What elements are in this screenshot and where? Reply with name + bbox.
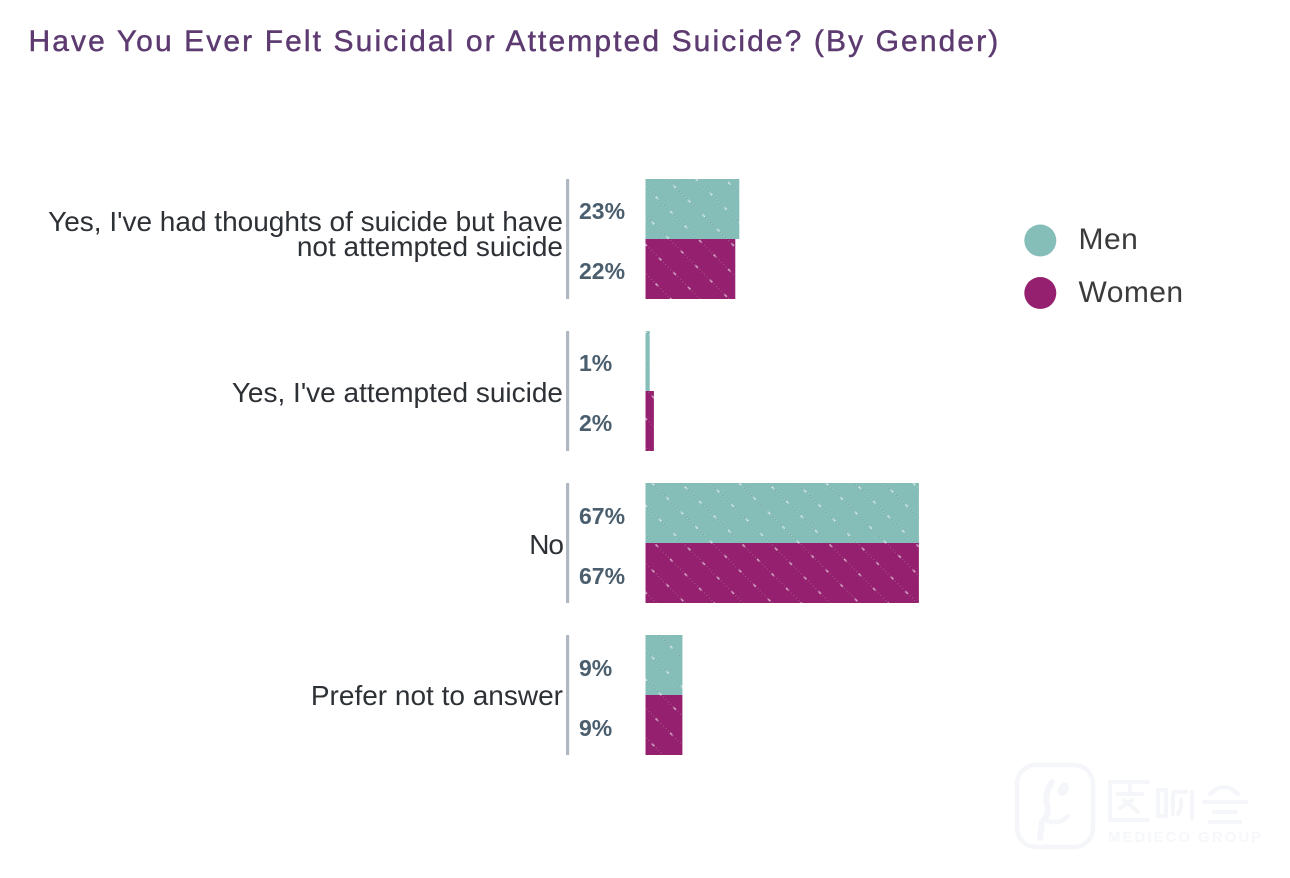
svg-text:MEDIECO GROUP: MEDIECO GROUP — [1108, 829, 1263, 846]
